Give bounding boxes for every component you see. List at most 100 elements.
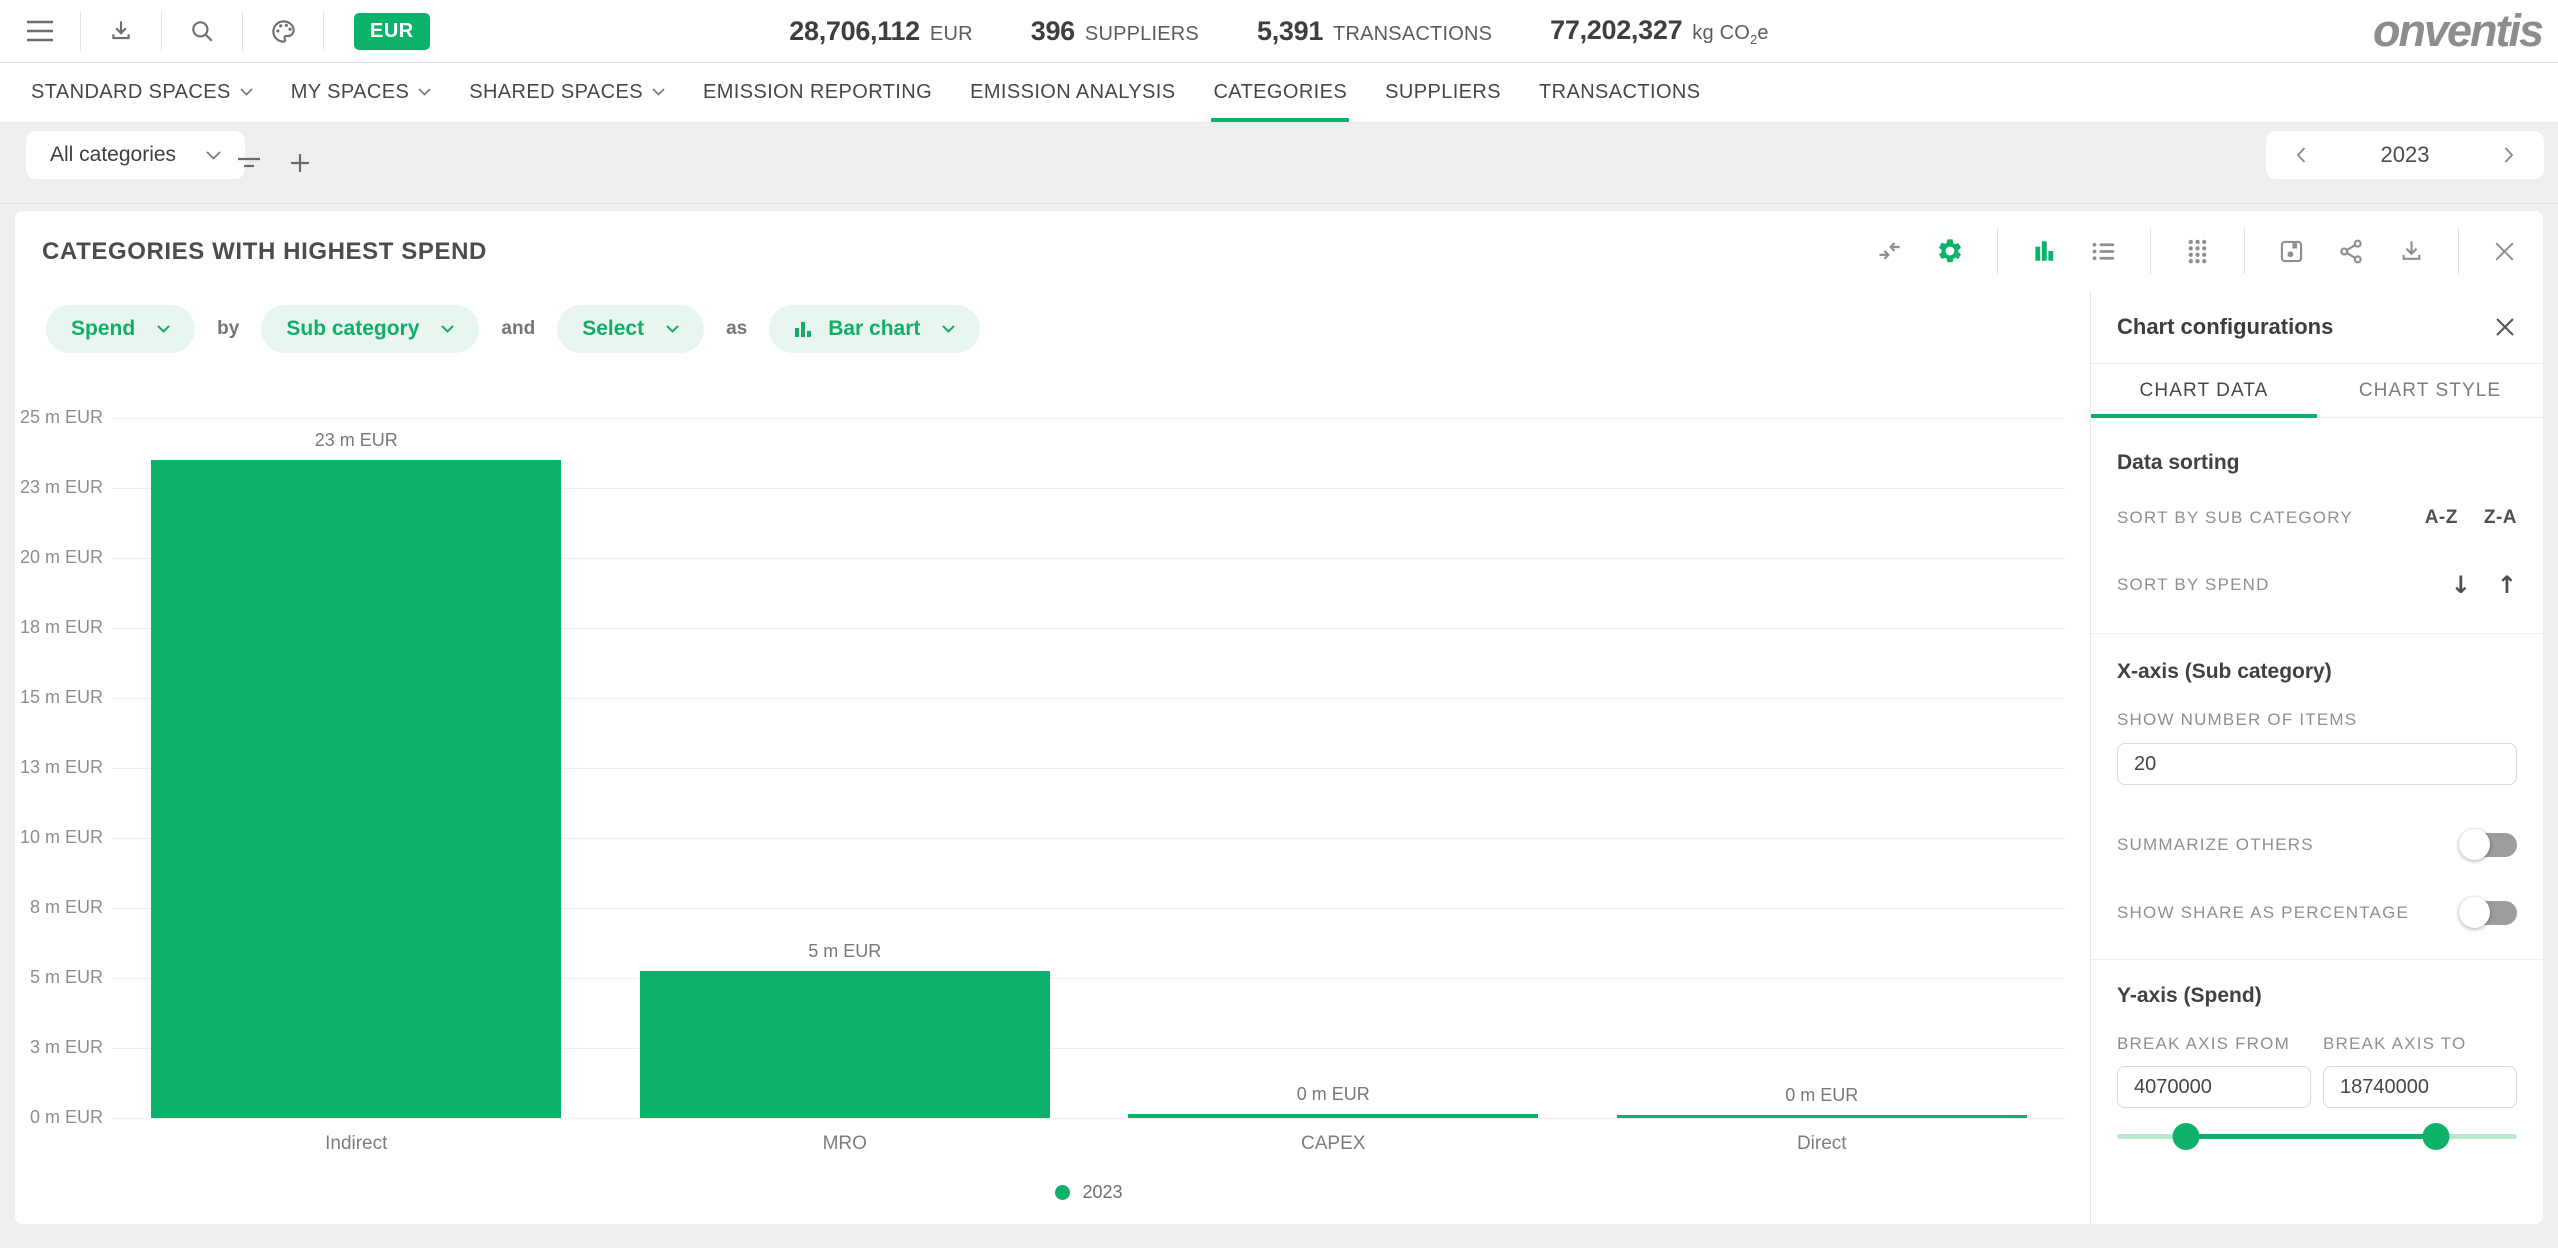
y-axis-tick-label: 3 m EUR — [29, 1037, 103, 1057]
y-axis-tick-label: 25 m EUR — [19, 407, 103, 427]
chart-bar[interactable] — [1616, 1115, 2027, 1118]
chevron-down-icon — [418, 88, 431, 96]
y-axis-tick-label: 18 m EUR — [19, 617, 103, 637]
x-axis-category-label: CAPEX — [1301, 1133, 1366, 1154]
gridline — [112, 768, 2066, 769]
previous-year-chevron-icon[interactable] — [2290, 141, 2312, 169]
sort-by-spend-label: SORT BY SPEND — [2117, 575, 2270, 594]
add-filter-icon[interactable] — [290, 122, 310, 203]
filter-bar: All categories 2023 — [0, 122, 2558, 204]
sort-descending-icon[interactable]: ↓ — [2450, 571, 2471, 599]
sort-za-button[interactable]: Z-A — [2483, 507, 2517, 528]
bar-value-label: 5 m EUR — [808, 941, 882, 961]
download-icon[interactable] — [2398, 238, 2425, 265]
theme-palette-icon[interactable] — [243, 0, 323, 62]
gridline — [112, 558, 2066, 559]
gridline — [112, 908, 2066, 909]
save-icon[interactable] — [2278, 238, 2305, 265]
show-share-as-percentage-label: SHOW SHARE AS PERCENTAGE — [2117, 903, 2410, 922]
chevron-down-icon — [157, 325, 170, 333]
slider-handle-to[interactable] — [2422, 1123, 2450, 1150]
break-axis-from-input[interactable] — [2117, 1066, 2311, 1108]
panel-close-icon[interactable] — [2493, 315, 2517, 339]
search-icon[interactable] — [162, 0, 242, 62]
nav-item-shared-spaces[interactable]: SHARED SPACES — [450, 62, 684, 122]
connector-by: by — [217, 318, 240, 339]
grid-view-icon[interactable] — [2184, 238, 2211, 265]
top-bar: EUR 28,706,112 EUR 396 SUPPLIERS 5,391 T… — [0, 0, 2558, 63]
share-icon[interactable] — [2338, 238, 2365, 265]
show-number-of-items-label: SHOW NUMBER OF ITEMS — [2117, 710, 2358, 729]
list-view-icon[interactable] — [2090, 238, 2117, 265]
nav-item-emission-analysis[interactable]: EMISSION ANALYSIS — [970, 80, 1176, 103]
legend-item[interactable]: 2023 — [1055, 1182, 1123, 1203]
stat-value: 77,202,327 — [1550, 15, 1683, 45]
y-axis-tick-label: 8 m EUR — [29, 897, 103, 917]
break-axis-to-input[interactable] — [2323, 1066, 2517, 1108]
slider-handle-from[interactable] — [2172, 1123, 2200, 1150]
y-axis-tick-label: 23 m EUR — [19, 477, 103, 497]
filter-icon[interactable] — [236, 122, 262, 203]
nav-item-my-spaces[interactable]: MY SPACES — [272, 62, 450, 122]
summarize-others-toggle[interactable] — [2459, 829, 2517, 860]
slider-active-range — [2186, 1134, 2436, 1139]
tab-chart-style[interactable]: CHART STYLE — [2358, 379, 2502, 401]
connector-as: as — [726, 318, 748, 339]
show-number-of-items-input[interactable] — [2117, 743, 2517, 785]
show-share-as-percentage-toggle[interactable] — [2459, 897, 2517, 928]
nav-item-standard-spaces[interactable]: STANDARD SPACES — [12, 62, 272, 122]
bar-chart-view-icon[interactable] — [2031, 238, 2057, 264]
secondary-dimension-chip[interactable]: Select — [557, 305, 705, 353]
stat-unit: TRANSACTIONS — [1333, 22, 1493, 45]
close-widget-icon[interactable] — [2492, 239, 2517, 264]
nav-item-suppliers[interactable]: SUPPLIERS — [1385, 80, 1501, 103]
section-heading-x-axis: X-axis (Sub category) — [2117, 660, 2332, 683]
collapse-horizontal-icon[interactable] — [1876, 238, 1903, 265]
y-axis-tick-label: 0 m EUR — [29, 1107, 103, 1127]
currency-badge[interactable]: EUR — [354, 12, 430, 50]
sort-az-button[interactable]: A-Z — [2424, 507, 2458, 528]
category-filter-dropdown[interactable]: All categories — [26, 131, 246, 179]
legend-marker — [1055, 1185, 1071, 1200]
nav-item-transactions[interactable]: TRANSACTIONS — [1539, 80, 1701, 103]
stat-unit: SUPPLIERS — [1084, 22, 1199, 45]
widget-header: CATEGORIES WITH HIGHEST SPEND — [15, 211, 2543, 292]
year-selector[interactable]: 2023 — [2266, 131, 2544, 179]
stat-unit: EUR — [929, 22, 973, 45]
nav-item-emission-reporting[interactable]: EMISSION REPORTING — [702, 80, 933, 103]
x-axis-labels: Indirect MRO CAPEX Direct — [15, 1133, 2090, 1159]
stat-total-spend: 28,706,112 EUR — [789, 16, 972, 47]
chevron-down-icon — [441, 325, 455, 333]
settings-gear-icon[interactable] — [1936, 237, 1964, 265]
gridline — [112, 978, 2066, 979]
chart-bar[interactable] — [1128, 1114, 1539, 1118]
secondary-dimension-label: Select — [582, 317, 645, 340]
chart-bar[interactable] — [639, 971, 1050, 1118]
chart-bar[interactable] — [151, 460, 562, 1118]
sort-ascending-icon[interactable]: ↑ — [2496, 571, 2517, 599]
nav-item-categories[interactable]: CATEGORIES — [1194, 62, 1366, 122]
bar-chart-icon — [794, 320, 812, 338]
break-axis-slider[interactable] — [2117, 1122, 2517, 1150]
section-divider — [2091, 959, 2543, 960]
y-axis-tick-label: 13 m EUR — [19, 757, 103, 777]
query-builder: Spend by Sub category and Select as Bar … — [46, 305, 981, 353]
chart-legend: 2023 — [112, 1182, 2066, 1203]
chevron-down-icon — [652, 88, 665, 96]
gridline — [112, 418, 2066, 419]
chevron-down-icon — [240, 88, 253, 96]
dimension-chip[interactable]: Sub category — [261, 305, 480, 353]
topbar-divider — [161, 11, 162, 51]
widget-title: CATEGORIES WITH HIGHEST SPEND — [42, 238, 487, 265]
y-axis-tick-label: 15 m EUR — [19, 687, 103, 707]
metric-chip[interactable]: Spend — [46, 305, 196, 353]
stat-value: 28,706,112 — [789, 15, 920, 46]
next-year-chevron-icon[interactable] — [2498, 141, 2520, 169]
chart-type-chip[interactable]: Bar chart — [769, 305, 981, 353]
download-icon[interactable] — [81, 0, 161, 62]
hamburger-menu-icon[interactable] — [0, 0, 80, 62]
stat-co2: 77,202,327 kg CO2e — [1550, 15, 1769, 47]
chevron-down-icon — [942, 325, 956, 333]
tab-chart-data[interactable]: CHART DATA — [2091, 364, 2317, 418]
onventis-logo: onventis — [2372, 5, 2544, 56]
